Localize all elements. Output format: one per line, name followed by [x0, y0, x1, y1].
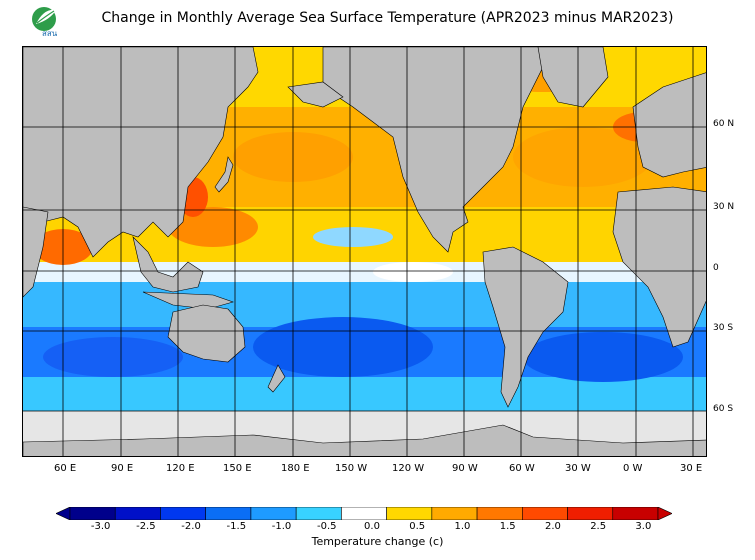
ocean-band-southern-ocean	[23, 377, 706, 411]
colorbar-tick-label: 0.0	[364, 521, 380, 532]
greenland-land	[537, 47, 609, 108]
cool-patch	[43, 337, 183, 377]
lon-label: 30 E	[680, 463, 703, 474]
southeast-asia-land	[132, 236, 204, 293]
colorbar-tick-label: -1.5	[226, 521, 247, 532]
lon-label: 150 E	[223, 463, 252, 474]
colorbar-tick-label: -0.5	[317, 521, 337, 532]
colorbar-tick-label: -2.5	[136, 521, 156, 532]
colorbar-segment	[612, 507, 659, 520]
sst-map	[22, 46, 707, 457]
graticule	[23, 47, 706, 456]
north-america-land	[322, 47, 544, 253]
ocean-band-equator	[23, 262, 706, 282]
colorbar-tick-label: 0.5	[409, 521, 426, 532]
colorbar-tick-label: 2.0	[544, 521, 561, 532]
colorbar-segment	[160, 507, 206, 520]
colorbar-segment	[567, 507, 614, 520]
africa-west-land	[23, 206, 49, 298]
colorbar-tick-label: 1.0	[454, 521, 471, 532]
colorbar-segment	[522, 507, 568, 520]
colorbar-tick-label: -3.0	[90, 521, 111, 532]
lon-label: 30 W	[565, 463, 591, 474]
colorbar-segment	[205, 507, 252, 520]
lon-label: 120 E	[166, 463, 195, 474]
colorbar-segment	[431, 507, 478, 520]
cool-patch	[523, 332, 683, 382]
lat-label: 60 N	[713, 119, 735, 129]
colorbar-tick-label: -2.0	[181, 521, 201, 532]
lon-label: 60 E	[54, 463, 77, 474]
lat-label: 60 S	[713, 404, 734, 414]
cool-patch	[253, 317, 433, 377]
logo-text: สสน	[42, 29, 58, 38]
colorbar-tick-label: 2.5	[590, 521, 607, 532]
lat-label: 30 N	[713, 202, 735, 212]
colorbar-max-arrow	[657, 507, 672, 520]
colorbar-segment	[69, 507, 116, 520]
colorbar-segment	[386, 507, 433, 520]
lon-label: 120 W	[392, 463, 425, 474]
colorbar-tick-label: -1.0	[271, 521, 292, 532]
lon-label: 60 W	[509, 463, 535, 474]
asia-land	[23, 47, 259, 258]
japan-land	[214, 156, 234, 193]
lat-label: 0	[713, 263, 719, 273]
chart-title: Change in Monthly Average Sea Surface Te…	[101, 10, 674, 26]
colorbar-segment	[250, 507, 297, 520]
cool-patch	[373, 262, 453, 282]
colorbar	[56, 507, 672, 520]
new-zealand-land	[267, 364, 286, 393]
lon-label: 0 W	[623, 463, 643, 474]
colorbar-tick-label: 1.5	[499, 521, 516, 532]
colorbar-segment	[295, 507, 342, 520]
colorbar-min-arrow	[56, 507, 71, 520]
south-america-land	[482, 246, 569, 408]
map-canvas	[23, 47, 706, 456]
europe-land	[632, 72, 706, 178]
lon-label: 180 E	[281, 463, 310, 474]
warm-patch	[513, 127, 653, 187]
colorbar-caption: Temperature change (c)	[311, 535, 444, 548]
colorbar-tick-label: 3.0	[635, 521, 652, 532]
colorbar-segment	[476, 507, 523, 520]
alaska-land	[287, 81, 344, 108]
cool-patch	[313, 227, 393, 247]
indonesia-land	[142, 291, 234, 310]
lat-label: 30 S	[713, 323, 734, 333]
australia-land	[167, 304, 246, 363]
lon-label: 90 E	[111, 463, 134, 474]
lon-label: 150 W	[335, 463, 368, 474]
lon-label: 90 W	[452, 463, 478, 474]
colorbar-segment	[341, 507, 387, 520]
leaf-logo-icon	[32, 7, 56, 31]
colorbar-segment	[114, 507, 161, 520]
warm-patch	[168, 207, 258, 247]
